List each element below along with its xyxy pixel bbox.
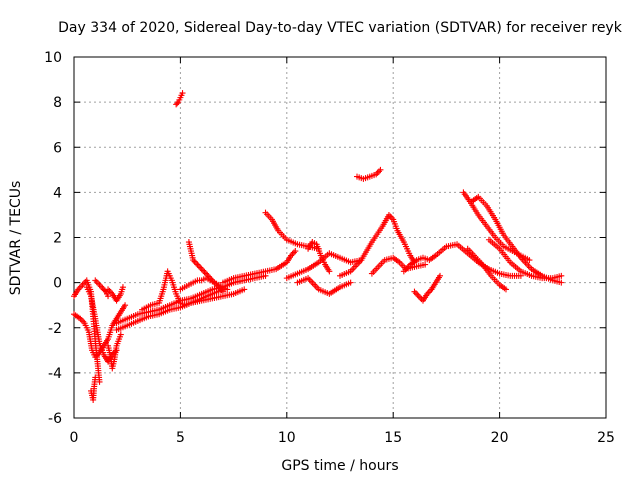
x-tick-label: 15 (384, 430, 402, 446)
data-point (422, 261, 429, 268)
data-point (92, 277, 99, 284)
x-tick-label: 25 (597, 430, 615, 446)
series-arc-14 (219, 248, 299, 286)
data-point (194, 261, 201, 268)
series-arc-19 (337, 211, 418, 279)
series-arc-4 (88, 374, 99, 403)
data-point-trace (174, 100, 181, 107)
data-point (96, 281, 103, 288)
data-point (377, 166, 384, 173)
data-point (558, 272, 565, 279)
series-arc-16 (283, 250, 365, 282)
y-tick-label: -4 (48, 366, 62, 382)
chart-title: Day 334 of 2020, Sidereal Day-to-day VTE… (58, 20, 623, 36)
data-point (122, 302, 129, 309)
data-point-trace (97, 283, 104, 290)
data-point (119, 284, 126, 291)
data-point-trace (197, 264, 204, 271)
data-point (92, 374, 99, 381)
series-arc-27 (485, 236, 565, 282)
y-tick-label: 2 (53, 231, 62, 247)
y-tick-label: 6 (53, 140, 62, 156)
y-tick-label: 4 (53, 185, 62, 201)
series-arc-20 (354, 166, 384, 182)
y-axis-label: SDTVAR / TECUs (8, 181, 24, 296)
data-point-trace (290, 249, 297, 256)
axis-ticks: 0 5 10 15 20 25 -6 -4 -2 0 2 4 6 8 10 (44, 50, 615, 446)
data-point (105, 293, 112, 300)
data-point-trace (78, 283, 85, 290)
series-arc-10 (139, 268, 226, 313)
plot-frame (73, 56, 607, 419)
series-arc-25 (468, 193, 565, 286)
series-arc-7 (105, 284, 126, 304)
series-arc-6 (105, 331, 124, 372)
data-marks (71, 90, 565, 403)
y-tick-label: -2 (48, 321, 62, 337)
series-arc-18 (294, 275, 354, 297)
x-tick-label: 10 (278, 430, 296, 446)
series-arc-13 (185, 239, 226, 295)
series-arc-2 (71, 302, 129, 361)
y-tick-label: 8 (53, 95, 62, 111)
series-arc-26 (464, 245, 509, 293)
x-tick-label: 0 (70, 430, 79, 446)
data-point (198, 266, 205, 273)
data-point (219, 288, 226, 295)
data-point-trace (414, 291, 421, 298)
series-arc-9 (113, 286, 248, 334)
y-tick-label: -6 (48, 411, 62, 427)
data-point (326, 268, 333, 275)
series-arc-11 (173, 90, 186, 108)
data-point (292, 248, 299, 255)
series-arc-5 (92, 277, 112, 300)
data-point-trace (95, 280, 102, 287)
data-point (241, 286, 248, 293)
gridlines (74, 57, 606, 418)
data-point-trace (200, 267, 207, 274)
data-point (224, 286, 231, 293)
data-point (411, 288, 418, 295)
data-point-trace (376, 168, 383, 175)
x-tick-label: 5 (176, 430, 185, 446)
y-tick-label: 0 (53, 276, 62, 292)
data-point-trace (204, 272, 211, 279)
data-point-trace (93, 278, 100, 285)
data-point (502, 286, 509, 293)
data-point (179, 90, 186, 97)
data-point (526, 257, 533, 264)
data-point-trace (412, 290, 419, 297)
x-axis-label: GPS time / hours (281, 458, 398, 474)
series-arc-17 (305, 239, 333, 275)
data-point-trace (193, 260, 200, 267)
data-point-trace (201, 269, 208, 276)
data-point (202, 270, 209, 277)
data-point (347, 279, 354, 286)
data-point (117, 331, 124, 338)
data-point-trace (195, 263, 202, 270)
series-arc-24 (460, 189, 533, 264)
data-point (437, 272, 444, 279)
y-tick-label: 10 (44, 50, 62, 66)
series-arc-23 (411, 272, 444, 304)
x-tick-label: 20 (491, 430, 509, 446)
data-point (415, 293, 422, 300)
data-point (558, 279, 565, 286)
data-point-trace (80, 280, 87, 287)
